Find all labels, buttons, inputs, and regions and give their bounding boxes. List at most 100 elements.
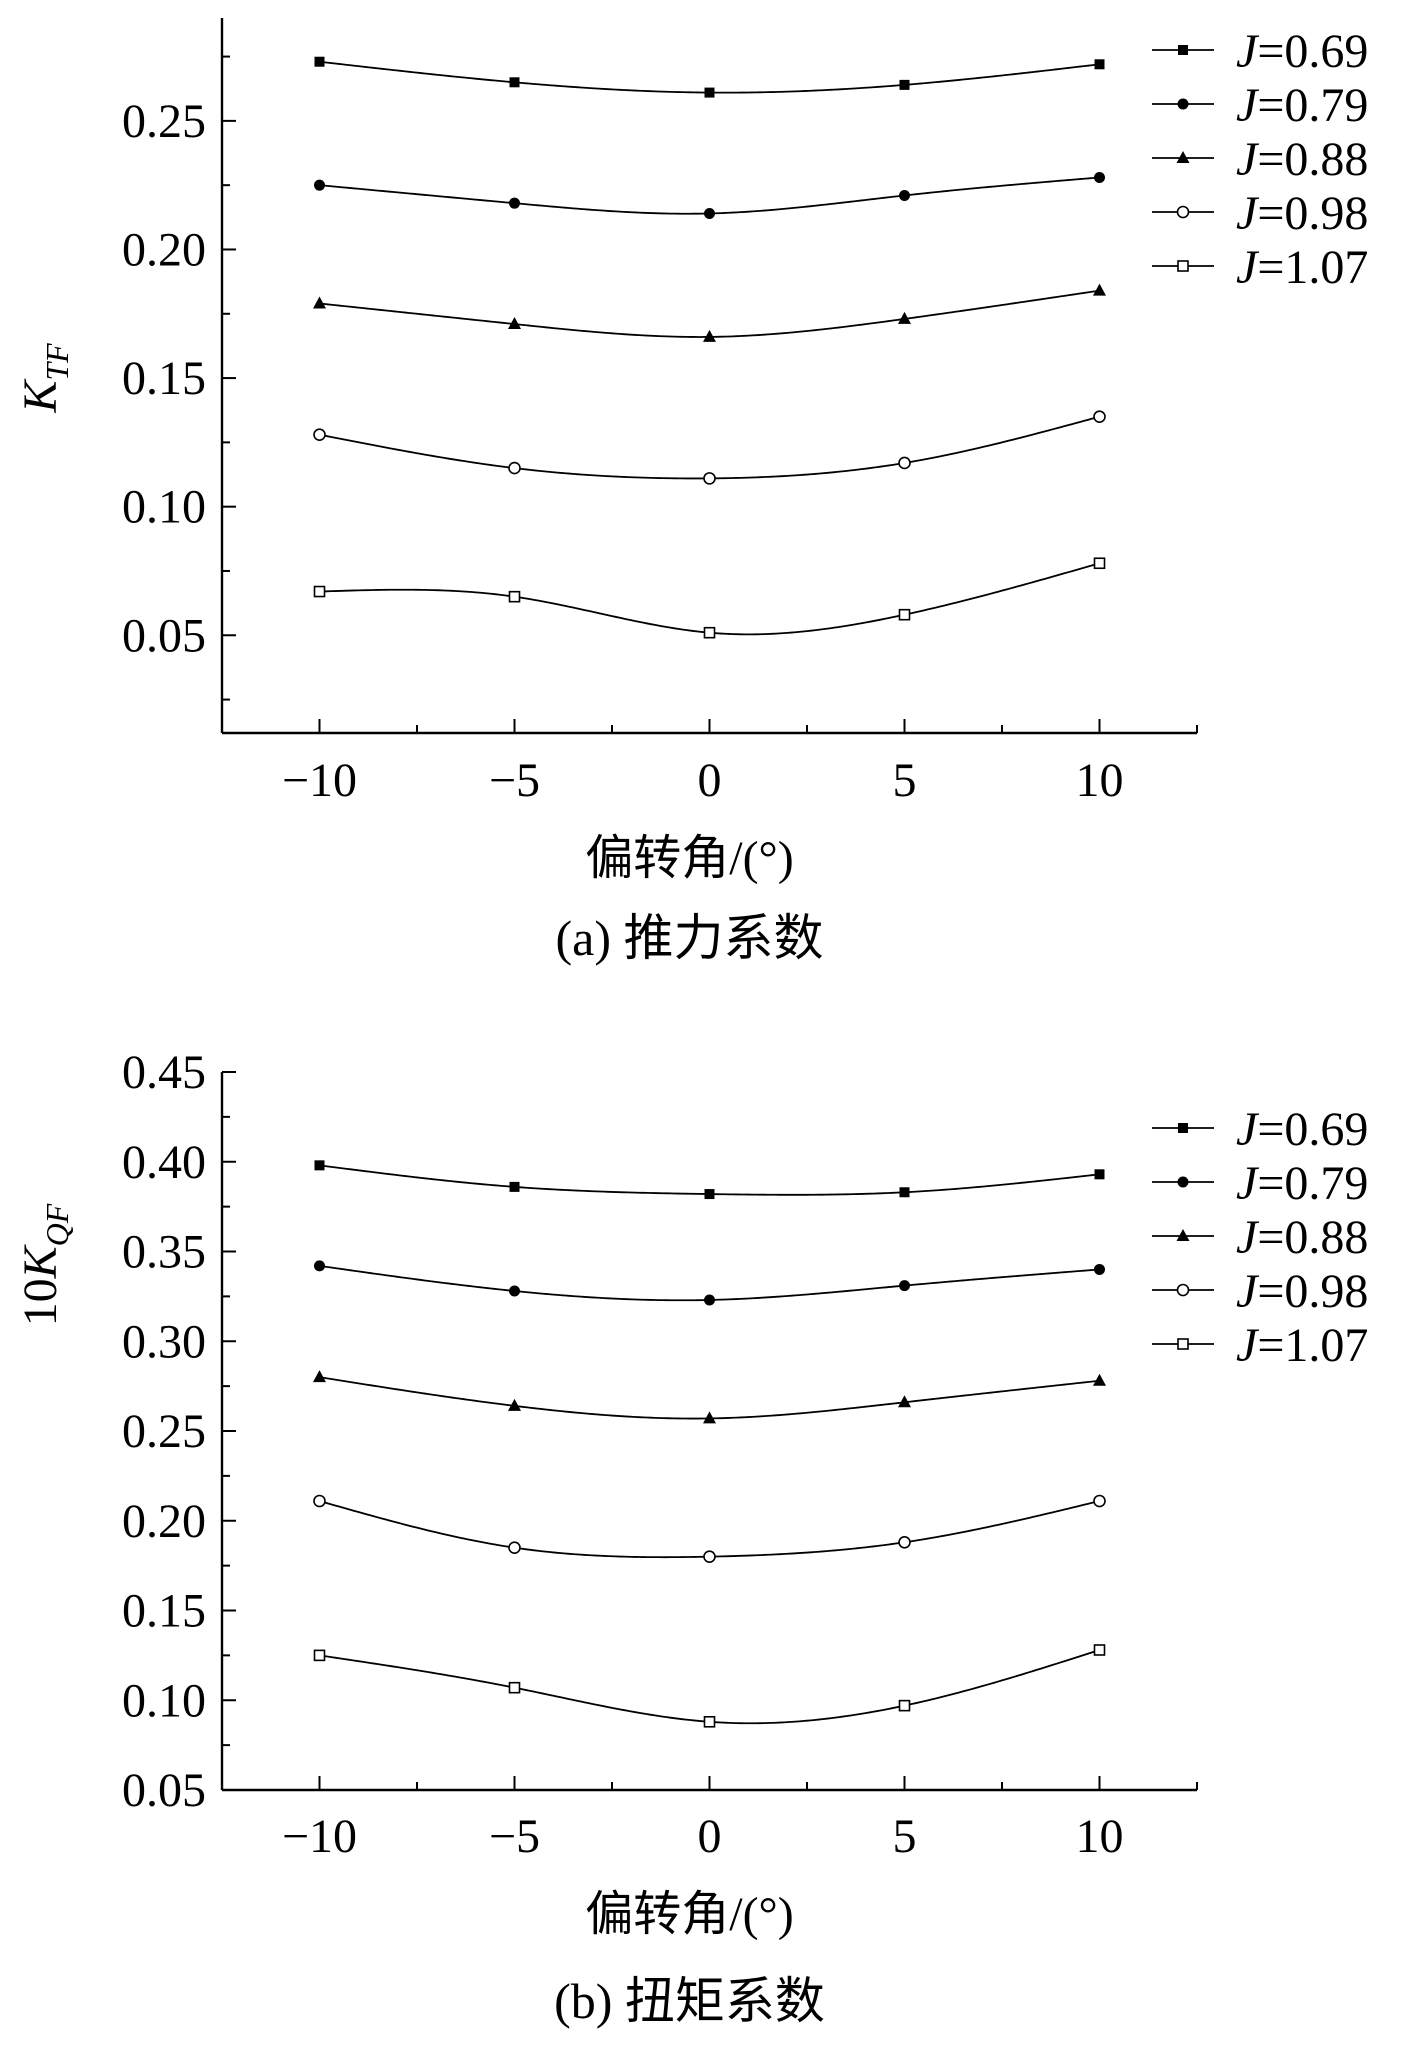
data-point — [1094, 1169, 1105, 1180]
data-point — [898, 608, 911, 621]
data-point — [703, 626, 716, 639]
legend-label: J=0.79 — [1236, 1157, 1368, 1210]
legend-label-value: =0.98 — [1257, 1265, 1368, 1318]
y-tick-label: 0.25 — [122, 95, 206, 148]
legend-label-symbol: J — [1236, 1157, 1260, 1210]
series-line — [319, 1500, 1100, 1559]
data-point — [898, 311, 911, 324]
data-point — [703, 1411, 716, 1424]
y-tick-label: 0.45 — [122, 1046, 206, 1099]
legend-marker — [1176, 205, 1190, 219]
legend-entry: J=0.88 — [1152, 1211, 1368, 1264]
legend-marker — [1177, 1176, 1189, 1188]
series-J=1.07 — [313, 1644, 1106, 1728]
data-point — [1093, 283, 1106, 296]
x-tick-label: 10 — [1076, 754, 1124, 807]
legend-label-symbol: J — [1236, 1211, 1260, 1264]
legend-marker — [1178, 1123, 1188, 1133]
series-J=0.98 — [313, 1494, 1106, 1563]
data-point — [899, 189, 910, 201]
y-tick-label: 0.15 — [122, 352, 206, 405]
legend-label-symbol: J — [1236, 133, 1260, 186]
data-point — [313, 1370, 326, 1383]
data-point — [508, 461, 521, 475]
legend-marker — [1176, 1229, 1190, 1241]
data-point — [899, 1280, 910, 1292]
legend-entry: J=0.69 — [1152, 1103, 1368, 1156]
x-tick-label: −5 — [489, 1810, 540, 1863]
x-tick-label: 5 — [893, 754, 917, 807]
legend-entry: J=0.79 — [1152, 79, 1368, 132]
data-point — [703, 1715, 716, 1728]
panel-caption: (b) 扭矩系数 — [554, 1973, 825, 2029]
data-point — [899, 1187, 910, 1198]
legend-entry: J=0.69 — [1152, 25, 1368, 78]
data-point — [704, 1294, 715, 1306]
legend-label-symbol: J — [1236, 25, 1260, 78]
y-tick-label: 0.05 — [122, 1764, 206, 1817]
legend-label: J=0.79 — [1236, 79, 1368, 132]
legend-marker — [1176, 151, 1190, 163]
legend-label: J=0.69 — [1236, 25, 1368, 78]
data-point — [898, 1699, 911, 1712]
x-axis-title: 偏转角/(°) — [585, 832, 794, 885]
data-point — [1093, 1644, 1106, 1656]
y-axis-title-symbol: K — [14, 1243, 67, 1279]
series-J=0.69 — [314, 56, 1105, 98]
legend-entry: J=0.79 — [1152, 1157, 1368, 1210]
data-point — [704, 207, 715, 219]
legend-marker — [1177, 98, 1189, 110]
y-axis-title: KTF — [14, 343, 75, 414]
data-point — [509, 1181, 520, 1192]
data-point — [1094, 1263, 1105, 1275]
legend-label-value: =0.69 — [1257, 25, 1368, 78]
data-point — [509, 197, 520, 209]
data-point — [1093, 1494, 1106, 1508]
x-tick-label: 0 — [698, 754, 722, 807]
x-tick-label: 0 — [698, 1810, 722, 1863]
data-point — [1094, 171, 1105, 183]
data-point — [704, 1189, 715, 1200]
legend-label-value: =0.79 — [1257, 1157, 1368, 1210]
legend-label: J=0.69 — [1236, 1103, 1368, 1156]
y-tick-label: 0.40 — [122, 1136, 206, 1189]
data-point — [508, 1398, 521, 1411]
y-axis-title-subscript: TF — [39, 343, 75, 381]
x-tick-label: −5 — [489, 754, 540, 807]
data-point — [509, 1285, 520, 1297]
x-tick-label: 5 — [893, 1810, 917, 1863]
y-axis-title-subscript: QF — [39, 1203, 75, 1246]
legend-label-symbol: J — [1236, 1319, 1260, 1372]
data-point — [898, 1535, 911, 1549]
series-line — [319, 562, 1100, 636]
data-point — [1093, 557, 1106, 570]
legend-marker — [1177, 260, 1189, 272]
data-point — [313, 585, 326, 598]
x-tick-label: −10 — [282, 754, 357, 807]
x-tick-label: −10 — [282, 1810, 357, 1863]
legend-label-value: =1.07 — [1257, 1319, 1368, 1372]
data-point — [703, 1550, 716, 1563]
legend-entry: J=1.07 — [1152, 1319, 1368, 1372]
y-axis-title-symbol: K — [14, 378, 67, 414]
data-point — [703, 329, 716, 342]
legend-entry: J=0.98 — [1152, 187, 1368, 240]
legend-label-value: =0.88 — [1257, 133, 1368, 186]
data-point — [703, 472, 716, 485]
series-J=0.69 — [314, 1160, 1105, 1200]
data-point — [1093, 1373, 1106, 1386]
y-tick-label: 0.25 — [122, 1405, 206, 1458]
legend-label-value: =0.69 — [1257, 1103, 1368, 1156]
y-tick-label: 0.10 — [122, 481, 206, 534]
series-J=0.98 — [313, 410, 1106, 485]
legend-entry: J=0.98 — [1152, 1265, 1368, 1318]
data-point — [314, 56, 325, 67]
data-point — [898, 456, 911, 470]
data-point — [508, 317, 521, 330]
data-point — [899, 79, 910, 90]
legend-marker — [1176, 1283, 1190, 1297]
series-J=0.88 — [313, 1370, 1106, 1424]
legend-label-symbol: J — [1236, 1265, 1260, 1318]
